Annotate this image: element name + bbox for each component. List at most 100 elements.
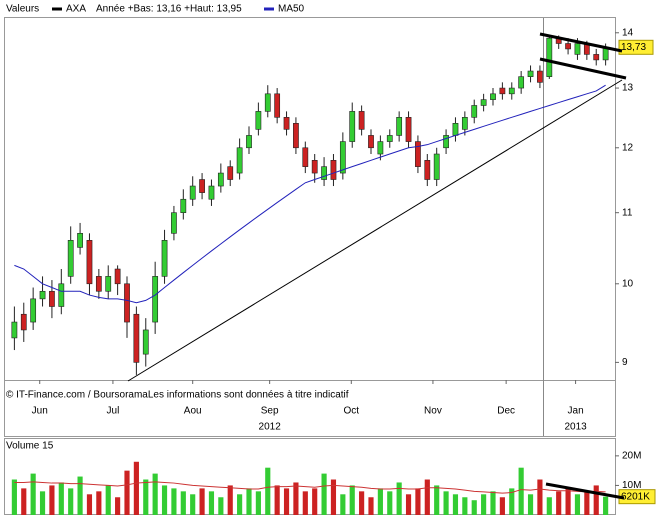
x-tick-label: Aou xyxy=(184,406,202,417)
volume-bar xyxy=(405,494,412,515)
volume-frame xyxy=(4,438,616,515)
volume-bar xyxy=(434,485,440,515)
candle-body xyxy=(527,70,534,77)
candle-body xyxy=(11,321,18,339)
legend-note: Année +Bas: 13,16 +Haut: 13,95 xyxy=(96,4,242,15)
volume-bar xyxy=(452,494,459,515)
candle-body xyxy=(58,283,65,307)
volume-bar xyxy=(49,485,55,515)
candle-body xyxy=(67,240,74,277)
volume-bar xyxy=(105,485,111,515)
candle-body xyxy=(39,290,46,300)
credit: © IT-Finance.com / BoursoramaLes informa… xyxy=(6,390,349,401)
candle-body xyxy=(396,117,403,136)
volume-bar xyxy=(77,476,83,515)
volume-bar xyxy=(246,488,252,515)
volume-bar xyxy=(462,497,468,515)
volume-bar xyxy=(30,473,36,515)
volume-bar xyxy=(471,500,477,515)
volume-bar xyxy=(68,488,74,515)
x-tick-label: Jan xyxy=(568,406,584,417)
candle-body xyxy=(255,111,262,130)
x-tick-label: Sep xyxy=(261,406,279,417)
candle-body xyxy=(171,212,177,234)
price-frame xyxy=(4,17,616,437)
candle-body xyxy=(349,111,356,142)
volume-bar xyxy=(208,491,215,515)
candle-body xyxy=(415,141,421,167)
candle-body xyxy=(283,117,290,130)
candle-body xyxy=(208,185,215,200)
price-box xyxy=(618,39,654,55)
legend-label: MA50 xyxy=(278,4,305,15)
x-tick-label: Nov xyxy=(424,406,442,417)
candle-body xyxy=(246,135,252,149)
candle-body xyxy=(339,141,346,174)
volume-bar xyxy=(321,473,327,515)
volume-bar xyxy=(58,482,64,515)
x-tick-label: Dec xyxy=(497,406,515,417)
candle-body xyxy=(452,123,459,136)
candle-body xyxy=(152,276,159,323)
x-tick-label: Oct xyxy=(344,406,360,417)
trend-line xyxy=(127,79,623,382)
candle-body xyxy=(386,135,393,142)
candle-body xyxy=(368,135,374,149)
candle-body xyxy=(274,93,281,118)
volume-ma-line xyxy=(14,481,606,494)
candle-body xyxy=(499,87,506,95)
volume-bar xyxy=(537,479,543,515)
volume-bar xyxy=(556,491,562,515)
volume-bar xyxy=(584,491,590,515)
volume-bar xyxy=(574,494,581,515)
volume-bar xyxy=(86,494,93,515)
volume-bar xyxy=(415,488,421,515)
y-tick-label: 13 xyxy=(622,83,634,94)
candle-body xyxy=(189,185,196,200)
candle-body xyxy=(518,76,525,89)
volume-bar xyxy=(133,461,139,515)
candle-body xyxy=(443,135,449,149)
volume-bar xyxy=(274,485,280,515)
channel-top xyxy=(539,32,623,53)
volume-bar xyxy=(518,467,524,515)
candle-body xyxy=(217,172,224,187)
volume-bar xyxy=(190,494,196,515)
volume-title: Volume 15 xyxy=(6,441,54,452)
volume-bar xyxy=(330,479,337,515)
header: Valeurs xyxy=(6,4,39,15)
volume-bar xyxy=(499,497,505,515)
volume-bar xyxy=(368,497,374,515)
volume-bar xyxy=(359,491,365,515)
x-tick-label: Jul xyxy=(107,406,120,417)
price-label: 13,73 xyxy=(621,42,646,53)
candle-body xyxy=(405,117,412,142)
candle-body xyxy=(490,93,496,100)
volume-bar xyxy=(265,467,271,515)
candle-body xyxy=(461,117,468,130)
candle-body xyxy=(311,160,318,174)
candle-body xyxy=(480,99,487,106)
candle-body xyxy=(330,160,337,180)
candle-body xyxy=(161,240,168,277)
volume-tick-label: 10M xyxy=(622,480,641,491)
year-label: 2012 xyxy=(259,422,282,433)
volume-bar xyxy=(39,491,46,515)
volume-bar xyxy=(443,491,449,515)
candle-body xyxy=(565,43,571,50)
candle-body xyxy=(199,179,205,193)
volume-bar xyxy=(396,482,402,515)
volume-bar xyxy=(387,491,393,515)
candle-body xyxy=(264,93,271,112)
volume-bar xyxy=(565,488,571,515)
volume-bar xyxy=(377,488,383,515)
y-tick-label: 12 xyxy=(622,142,634,153)
candle-body xyxy=(293,123,299,149)
candle-body xyxy=(30,298,37,323)
volume-bar xyxy=(255,491,261,515)
volume-bar xyxy=(218,497,224,515)
candle-body xyxy=(358,111,365,130)
candle-body xyxy=(508,87,515,95)
